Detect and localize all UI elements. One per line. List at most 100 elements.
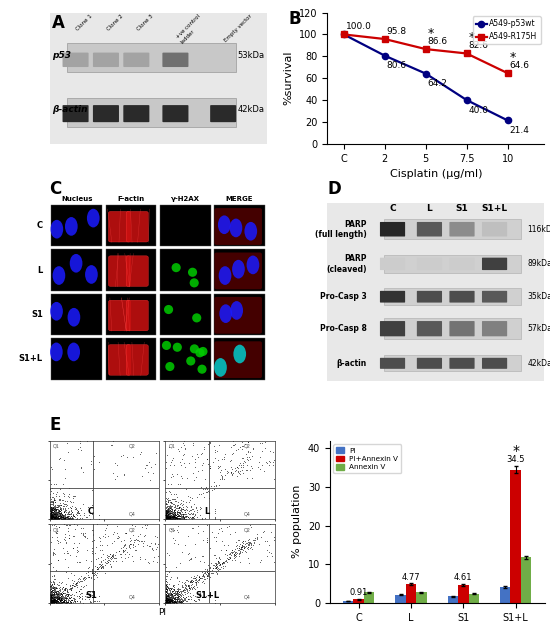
Point [47, 595, 56, 605]
Point [162, 592, 170, 602]
Point [50, 594, 58, 604]
Point [205, 562, 214, 572]
Point [211, 562, 220, 572]
Point [46, 595, 55, 605]
Point [161, 589, 170, 599]
FancyBboxPatch shape [417, 291, 442, 303]
Point [240, 546, 249, 556]
Point [166, 514, 174, 524]
Point [164, 597, 173, 607]
Point [161, 512, 170, 522]
Point [164, 495, 173, 506]
Point [168, 596, 177, 606]
Point [50, 513, 58, 523]
Point [170, 510, 179, 520]
Point [46, 597, 54, 607]
Point [48, 511, 57, 521]
Point [56, 514, 65, 524]
Point [164, 514, 173, 524]
Point [72, 502, 80, 512]
Text: 89kDa: 89kDa [527, 259, 550, 268]
Point [166, 586, 174, 596]
Point [111, 556, 120, 566]
Point [227, 550, 235, 560]
Point [48, 592, 57, 602]
Bar [160, 249, 211, 291]
Point [96, 560, 105, 570]
Point [174, 511, 183, 521]
Point [171, 588, 180, 598]
Point [196, 510, 205, 520]
Point [90, 464, 98, 474]
Point [172, 510, 180, 520]
Point [208, 560, 217, 570]
Point [213, 559, 222, 569]
Point [57, 594, 65, 604]
Point [65, 595, 74, 605]
Point [46, 596, 55, 606]
Point [52, 506, 61, 516]
Point [172, 492, 181, 502]
Point [50, 595, 59, 605]
Point [166, 513, 174, 523]
Point [217, 559, 226, 569]
Point [162, 595, 171, 605]
Point [161, 505, 170, 515]
Point [53, 509, 62, 519]
Point [244, 447, 252, 457]
Point [61, 592, 70, 602]
Point [50, 597, 58, 607]
Point [52, 590, 60, 600]
Point [46, 598, 55, 608]
Point [185, 582, 194, 592]
Point [69, 519, 78, 529]
Point [52, 511, 60, 521]
Point [161, 514, 170, 524]
Point [161, 597, 170, 607]
Point [84, 562, 93, 572]
Point [216, 545, 225, 555]
Point [187, 522, 196, 533]
Point [167, 584, 175, 594]
Point [171, 595, 180, 605]
Point [51, 595, 59, 605]
Point [162, 513, 170, 523]
Point [162, 513, 171, 523]
Point [46, 514, 54, 524]
Ellipse shape [197, 365, 207, 374]
Point [167, 494, 176, 504]
Point [47, 592, 56, 602]
Point [162, 492, 170, 502]
Point [48, 510, 57, 520]
Point [50, 510, 58, 520]
Point [238, 541, 247, 551]
Point [46, 597, 54, 607]
Point [162, 596, 171, 606]
Point [64, 491, 73, 501]
Point [51, 505, 59, 515]
Point [53, 589, 62, 599]
Point [51, 586, 60, 596]
Point [57, 598, 65, 608]
Bar [364, 592, 375, 603]
Point [73, 507, 82, 517]
FancyBboxPatch shape [417, 358, 442, 369]
Point [185, 583, 194, 593]
Point [174, 513, 183, 523]
Text: S1: S1 [85, 591, 97, 600]
Point [69, 491, 78, 501]
Point [163, 501, 172, 511]
Point [164, 506, 173, 516]
Point [222, 545, 230, 555]
Point [178, 499, 187, 509]
Point [164, 509, 173, 519]
Point [173, 598, 182, 608]
Point [53, 507, 62, 517]
Point [266, 446, 275, 456]
Point [107, 553, 116, 563]
Point [62, 538, 71, 548]
Point [177, 498, 185, 508]
Text: Q3: Q3 [53, 595, 59, 600]
Point [170, 505, 179, 515]
Text: PARP
(full length): PARP (full length) [315, 220, 366, 239]
